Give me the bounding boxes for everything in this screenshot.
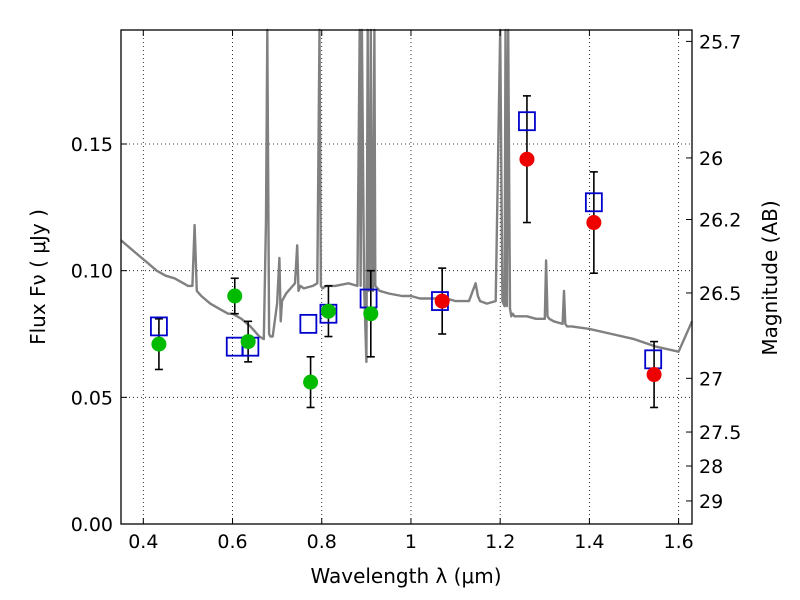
x-tick-label: 0.8 — [307, 531, 337, 553]
square-marker — [225, 336, 244, 357]
right-tick-label: 26.5 — [699, 283, 741, 305]
x-tick-label: 1.6 — [664, 531, 694, 553]
red-point — [586, 215, 602, 231]
right-axis-label: Magnitude (AB) — [758, 200, 782, 355]
y-tick-label: 0.00 — [71, 514, 113, 536]
green-point — [320, 303, 336, 319]
red-point — [519, 151, 535, 167]
green-point — [303, 374, 319, 390]
square-marker — [359, 288, 378, 309]
y-axis-label: Flux Fν ( μJy ) — [26, 209, 50, 345]
grid-lines — [121, 30, 692, 525]
y-tick-label: 0.15 — [71, 134, 113, 156]
x-tick-label: 1.4 — [574, 531, 604, 553]
square-marker — [518, 111, 536, 132]
right-tick-label: 27.5 — [699, 422, 741, 444]
right-tick-label: 25.7 — [699, 31, 741, 53]
right-tick-label: 26 — [699, 148, 723, 170]
red-point — [434, 293, 450, 309]
right-tick-label: 28 — [699, 456, 723, 478]
square-marker — [584, 192, 603, 213]
green-point — [240, 334, 256, 350]
square-marker — [644, 349, 663, 370]
green-point — [227, 288, 243, 304]
green-point — [363, 306, 379, 322]
model-spectrum-line — [120, 28, 694, 364]
x-tick-label: 0.6 — [217, 531, 247, 553]
right-tick-label: 26.2 — [699, 209, 741, 231]
x-tick-label: 0.4 — [128, 531, 158, 553]
x-tick-label: 1 — [405, 531, 417, 553]
right-tick-label: 27 — [699, 368, 723, 390]
data-markers — [150, 111, 663, 390]
plot-frame — [120, 29, 693, 525]
model-spectrum — [120, 28, 694, 364]
x-axis-label: Wavelength λ (μm) — [310, 564, 501, 588]
square-marker — [150, 316, 168, 337]
y-tick-label: 0.10 — [71, 261, 113, 283]
x-tick-label: 1.2 — [485, 531, 515, 553]
right-tick-label: 29 — [699, 491, 723, 513]
red-point — [646, 367, 662, 383]
error-bars — [154, 95, 659, 409]
axis-ticks: 0.4 0.6 0.8 1 1.2 1.4 1.6 0.00 0.05 0.10 0.15 25.7 2… — [71, 30, 741, 553]
green-point — [151, 336, 167, 352]
square-marker — [299, 313, 318, 334]
y-tick-label: 0.05 — [71, 387, 113, 409]
